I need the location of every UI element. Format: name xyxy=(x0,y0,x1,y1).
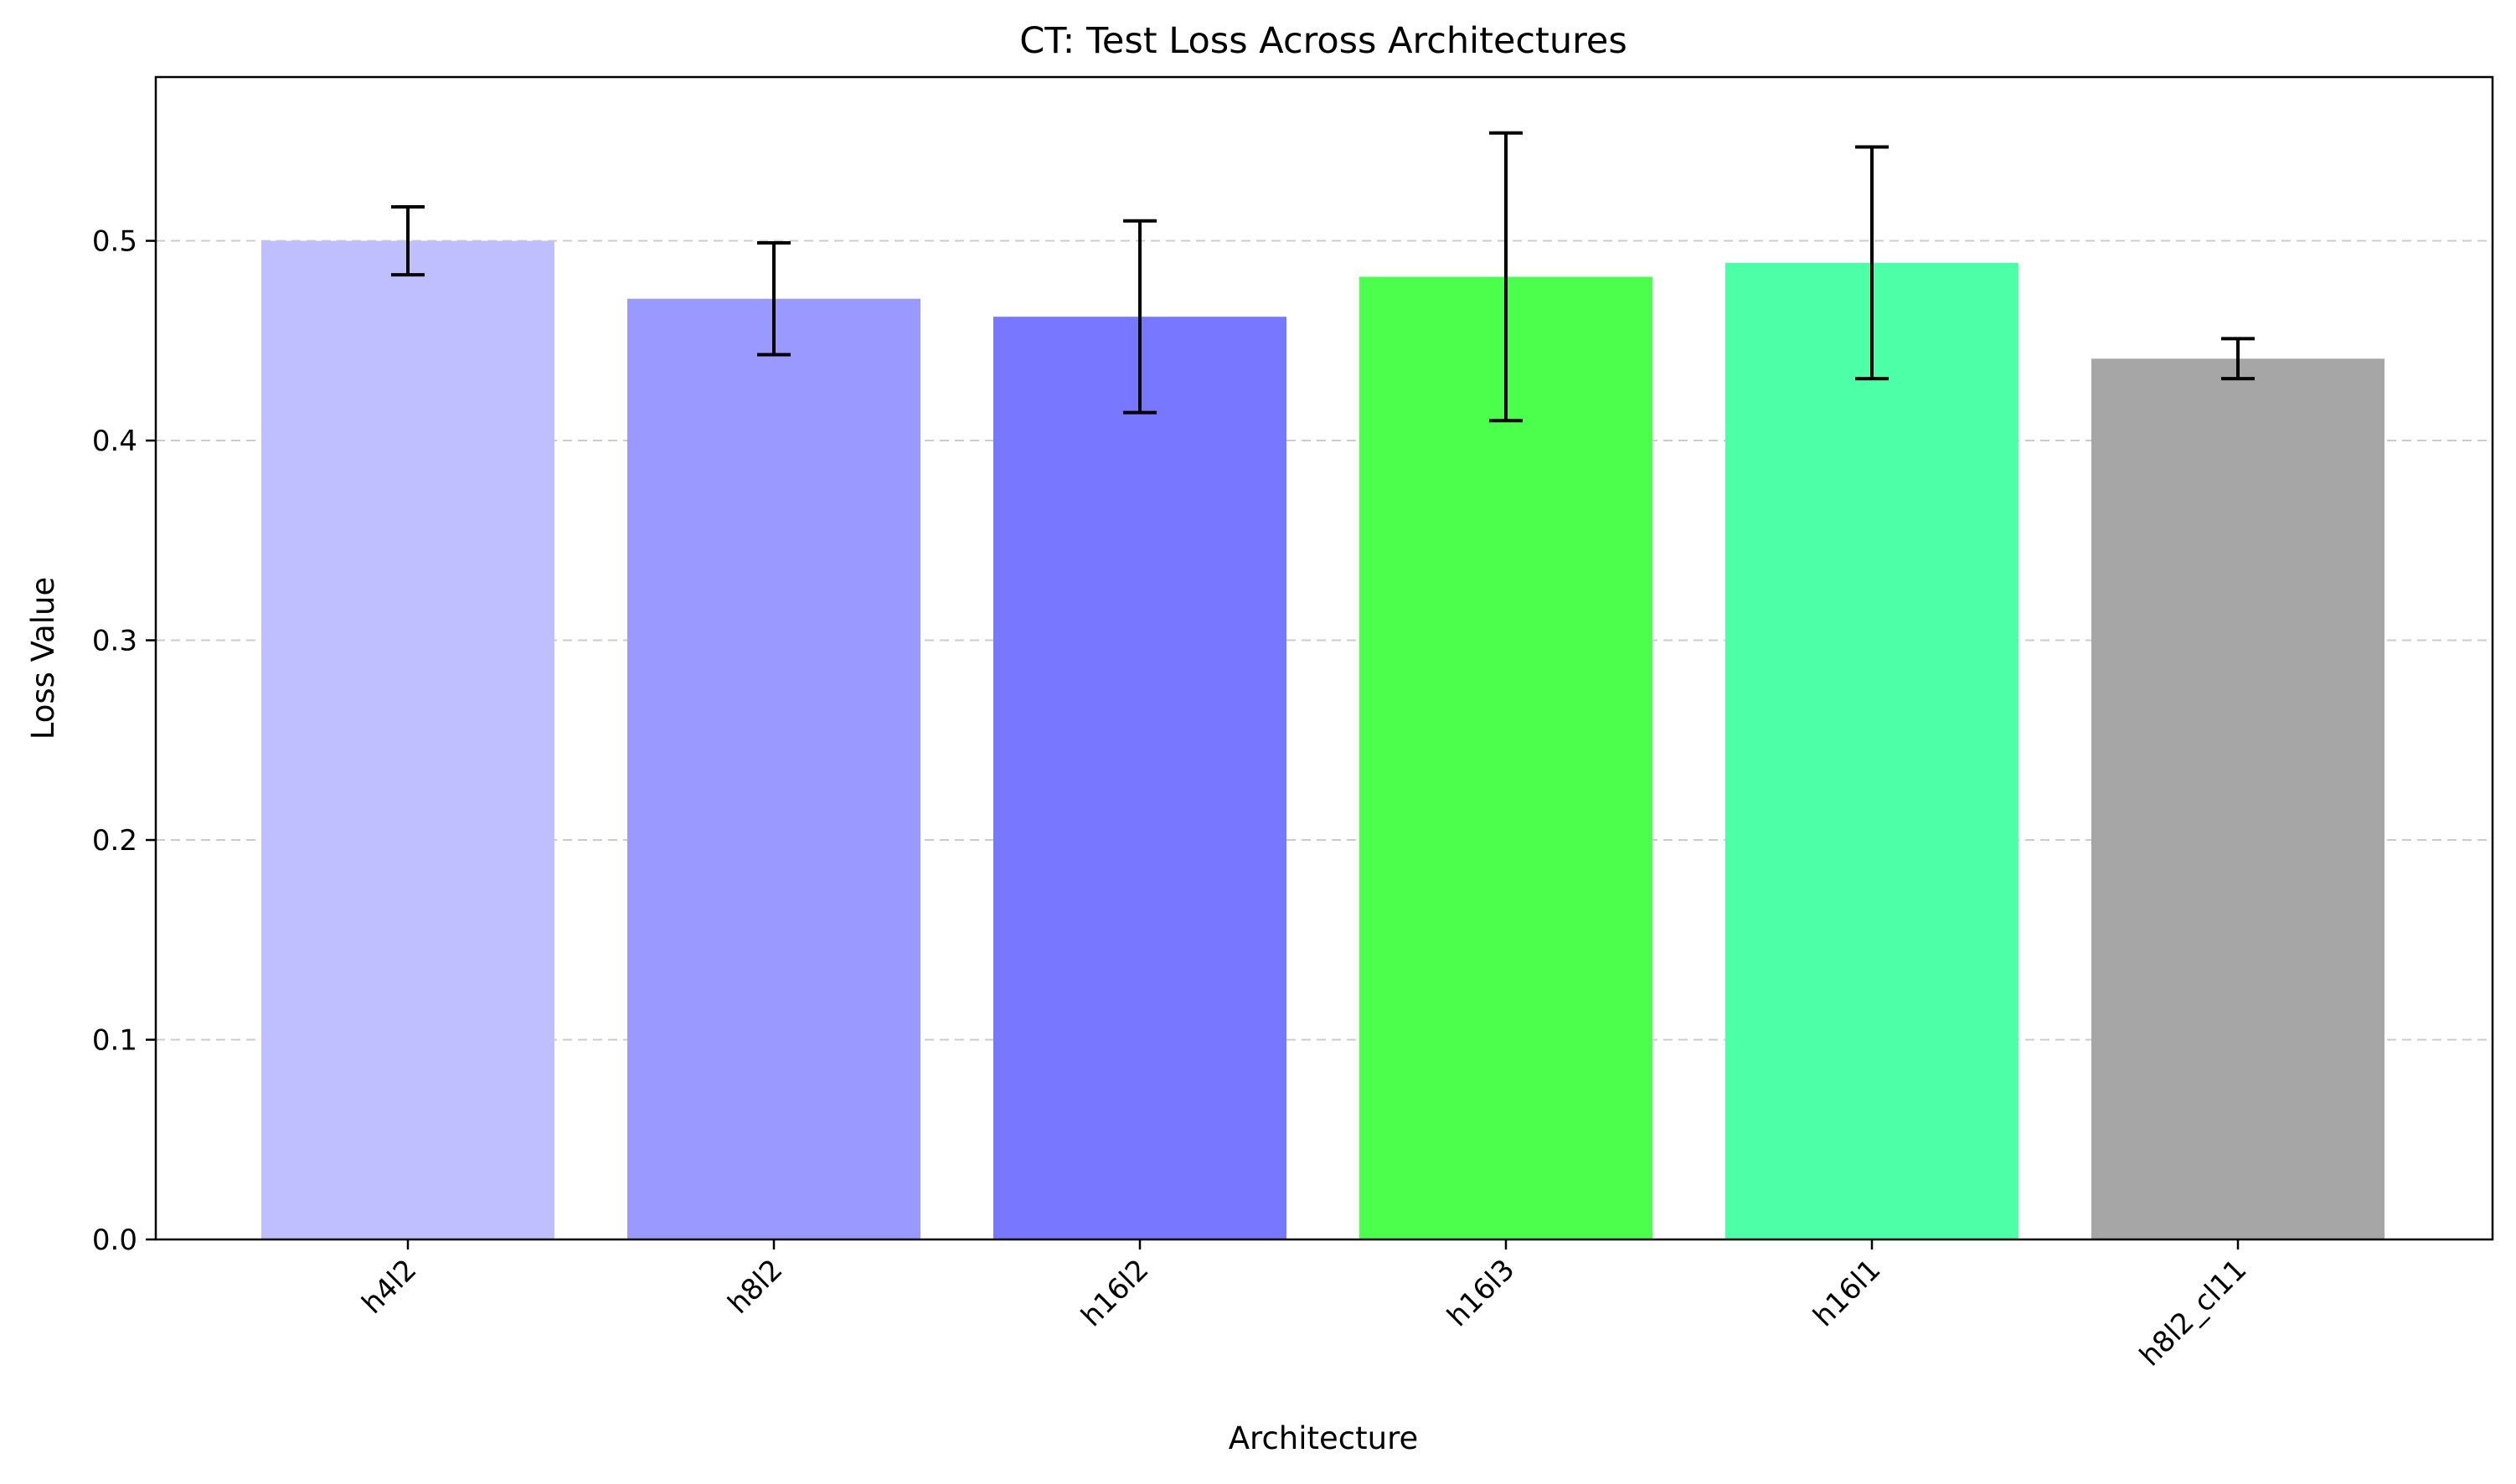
y-axis-ticks: 0.0 0.1 0.2 0.3 0.4 0.5 xyxy=(92,225,156,1257)
error-bar-h4l2 xyxy=(391,205,425,277)
y-axis-label: Loss Value xyxy=(25,577,61,740)
y-tick-label-2: 0.2 xyxy=(92,824,137,858)
x-axis-ticks: h4l2 h8l2 h16l2 h16l3 h16l1 h8l2_cl11 xyxy=(356,1239,2253,1373)
bar-h16l2 xyxy=(993,317,1286,1240)
y-tick-label-4: 0.4 xyxy=(92,425,137,458)
axes xyxy=(154,75,2494,1241)
bar-h16l1 xyxy=(1725,262,2018,1239)
x-tick-label-h8l2_cl11: h8l2_cl11 xyxy=(2133,1253,2253,1373)
bar-h8l2_cl11 xyxy=(2091,358,2385,1239)
error-bar-h16l1 xyxy=(1855,145,1889,381)
plot-frame xyxy=(154,75,2494,1241)
x-tick-label-h16l3: h16l3 xyxy=(1441,1253,1521,1333)
y-tick-label-5: 0.5 xyxy=(92,225,137,259)
y-tick-label-3: 0.3 xyxy=(92,625,137,658)
x-tick-label-h8l2: h8l2 xyxy=(722,1253,790,1321)
error-bar-h16l3 xyxy=(1489,131,1523,423)
error-bar-h8l2 xyxy=(757,240,791,357)
bar-h8l2 xyxy=(627,298,920,1239)
error-bar-h16l2 xyxy=(1123,219,1157,415)
error-bars xyxy=(391,131,2255,423)
x-tick-label-h16l1: h16l1 xyxy=(1807,1253,1887,1333)
y-tick-label-1: 0.1 xyxy=(92,1024,137,1058)
bar-h4l2 xyxy=(261,240,554,1239)
y-tick-label-0: 0.0 xyxy=(92,1224,137,1257)
x-tick-label-h4l2: h4l2 xyxy=(356,1253,424,1321)
bars xyxy=(261,240,2385,1240)
chart-title: CT: Test Loss Across Architectures xyxy=(1019,20,1627,62)
x-axis-label: Architecture xyxy=(1229,1420,1419,1456)
x-tick-label-h16l2: h16l2 xyxy=(1075,1253,1155,1333)
error-bar-h8l2_cl11 xyxy=(2221,337,2255,381)
bar-h16l3 xyxy=(1359,276,1652,1239)
